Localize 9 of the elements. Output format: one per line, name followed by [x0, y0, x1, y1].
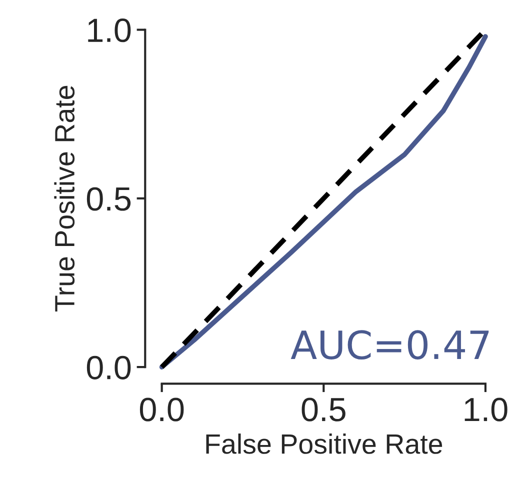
y-axis-title: True Positive Rate	[54, 86, 75, 312]
x-axis-title: False Positive Rate	[206, 434, 442, 454]
y-tick-label: 1.0	[88, 18, 131, 42]
y-tick-label: 0.0	[86, 356, 131, 380]
x-tick-label: 0.0	[140, 398, 184, 422]
x-tick-label: 1.0	[464, 398, 508, 422]
y-tick-label: 0.5	[86, 187, 131, 211]
annotation: AUC=0.47	[290, 330, 489, 360]
x-tick-label: 0.5	[302, 398, 346, 422]
